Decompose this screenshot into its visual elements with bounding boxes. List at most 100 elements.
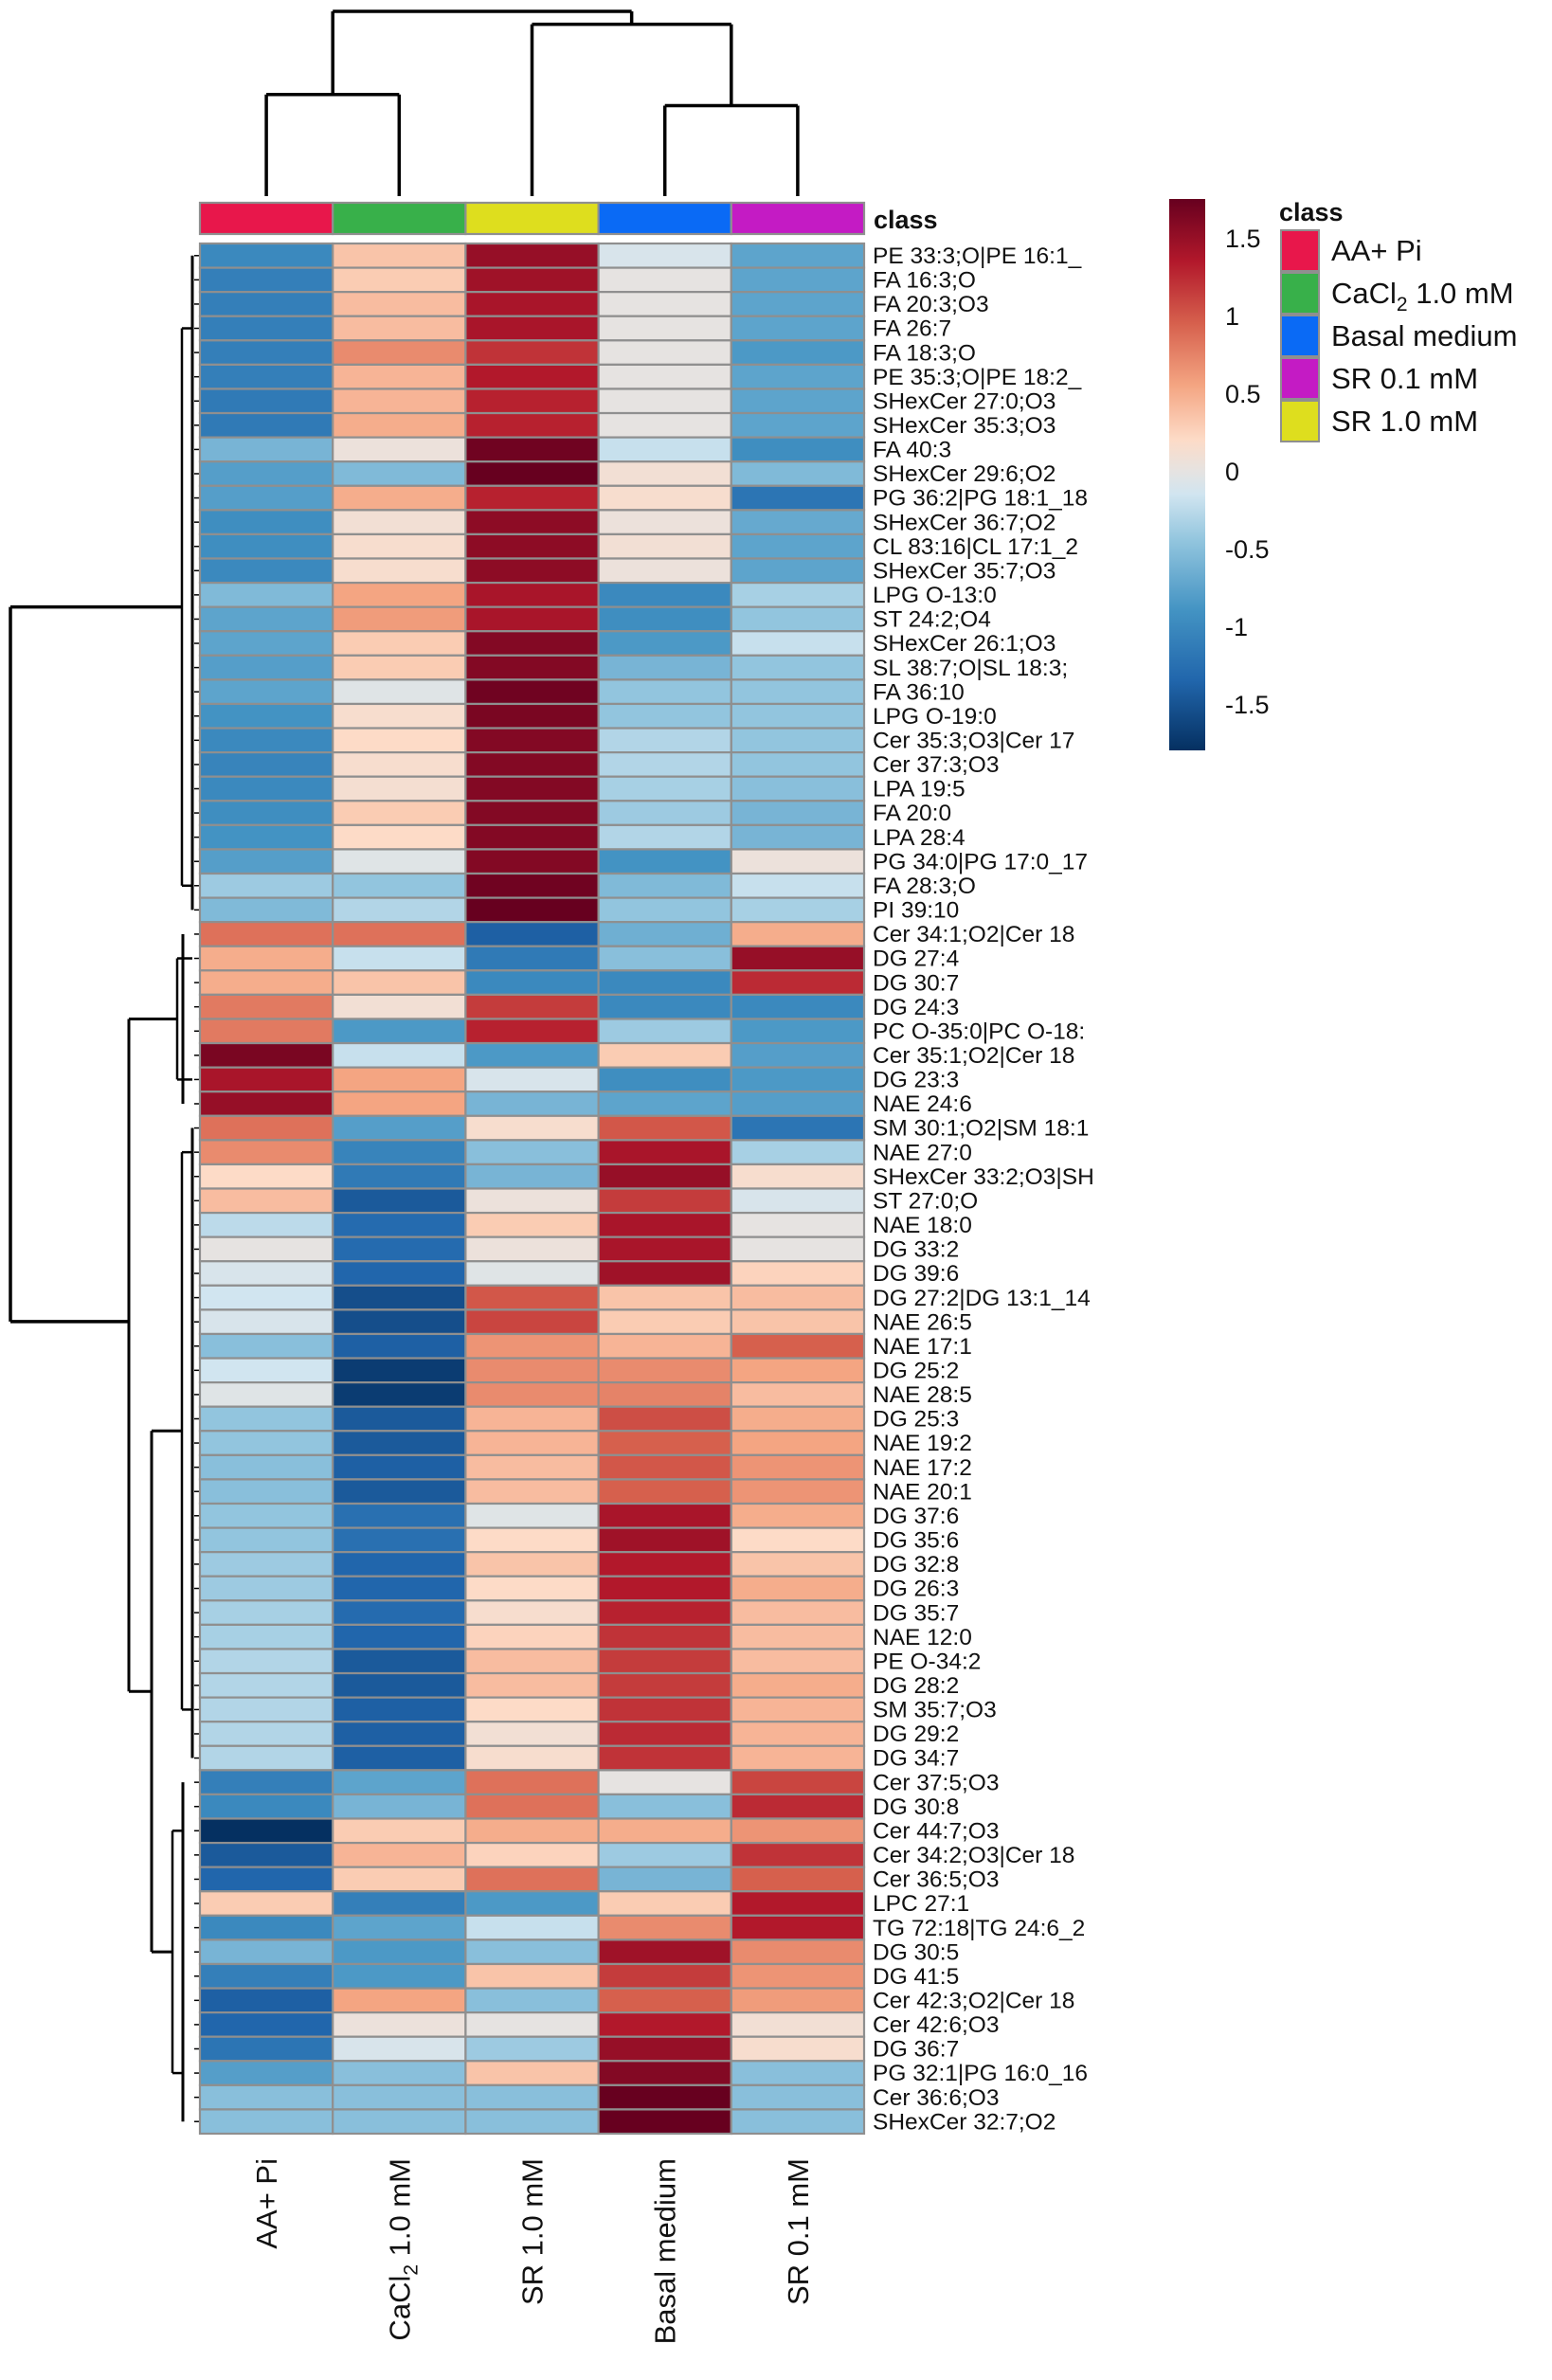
heatmap-cell [597,1405,732,1433]
heatmap-cell [198,581,334,608]
heatmap-cell [198,388,334,415]
colorbar-tick-label: 1 [1225,302,1239,331]
heatmap-cell [597,1575,732,1602]
heatmap-cell [597,1114,732,1142]
row-label: DG 41:5 [873,1964,959,1990]
heatmap-cell [332,484,467,512]
heatmap-cell [597,702,732,730]
heatmap-cell [464,1211,600,1238]
heatmap-cell [198,1308,334,1336]
color-scale-legend: 1.5 1 0.5 0 -0.5 -1 -1.5 [1169,199,1270,750]
heatmap-cell [464,1332,600,1360]
heatmap-cell [464,1526,600,1554]
heatmap-cell [332,2060,467,2086]
heatmap-cell [198,1817,334,1845]
heatmap-cell [332,1793,467,1820]
heatmap-cell [332,921,467,947]
row-label: NAE 20:1 [873,1479,972,1505]
row-label: FA 20:0 [873,801,951,826]
heatmap-cell [464,872,600,899]
heatmap-cell [198,1114,334,1142]
heatmap-cell [198,291,334,317]
heatmap-cell [332,872,467,899]
heatmap-cell [332,532,467,560]
heatmap-cell [730,411,866,439]
heatmap-cell [464,727,600,754]
heatmap-cell [198,460,334,487]
row-label: ST 27:0;O [873,1188,978,1214]
heatmap-cell [332,823,467,851]
heatmap-cell [464,800,600,826]
heatmap-cell [464,1453,600,1481]
heatmap-cell [730,1502,866,1529]
heatmap-cell [730,1357,866,1384]
heatmap-cell [464,1260,600,1287]
row-label: PE O-34:2 [873,1649,981,1674]
heatmap-cell [730,1769,866,1796]
heatmap-cell [730,775,866,802]
heatmap-cell [332,291,467,317]
heatmap-cell [597,2011,732,2038]
heatmap-cell [597,1987,732,2014]
heatmap-cell [464,630,600,657]
heatmap-cell [730,2060,866,2086]
heatmap-cell [464,339,600,366]
heatmap-cell [198,1430,334,1456]
heatmap-cell [597,678,732,706]
heatmap-cell [332,1430,467,1456]
row-label: LPC 27:1 [873,1891,969,1917]
heatmap-cell [198,1599,334,1626]
heatmap-cell [198,1260,334,1287]
heatmap-cell [597,945,732,972]
heatmap-cell [730,800,866,826]
heatmap-cell [597,921,732,947]
heatmap-cell [198,1914,334,1941]
heatmap-cell [597,969,732,996]
heatmap-cell [332,242,467,269]
heatmap-cell [332,460,467,487]
heatmap-cell [730,945,866,972]
row-label: FA 40:3 [873,438,951,463]
heatmap-cell [332,1841,467,1868]
legend-swatch [1280,357,1320,400]
heatmap-cell [597,1866,732,1893]
heatmap-cell [730,1623,866,1650]
heatmap-cell [198,315,334,342]
row-label: Cer 35:3;O3|Cer 17 [873,729,1074,754]
heatmap-cell [332,557,467,585]
heatmap-cell [597,1551,732,1578]
heatmap-cell [198,339,334,366]
heatmap-cell [597,1841,732,1868]
heatmap-cell [464,1405,600,1433]
heatmap-cell [198,945,334,972]
heatmap-cell [198,1841,334,1868]
heatmap-cell [332,411,467,439]
heatmap-cell [332,1114,467,1142]
heatmap-cells [198,242,866,2136]
row-label: Cer 42:6;O3 [873,2012,999,2038]
row-label: SM 30:1;O2|SM 18:1 [873,1116,1089,1142]
heatmap-cell [464,993,600,1020]
heatmap-cell [332,1914,467,1941]
heatmap-cell [198,557,334,585]
row-label: PI 39:10 [873,898,959,924]
heatmap-cell [730,678,866,706]
heatmap-cell [730,1308,866,1336]
heatmap-cell [464,1744,600,1772]
heatmap-cell [730,1284,866,1311]
heatmap-cell [198,1066,334,1093]
heatmap-cell [332,1648,467,1675]
heatmap-cell [730,266,866,294]
heatmap-cell [730,363,866,390]
row-label: DG 28:2 [873,1673,959,1699]
row-label: LPG O-19:0 [873,704,997,730]
heatmap-cell [332,1139,467,1166]
heatmap-cell [198,363,334,390]
legend-label: CaCl2 1.0 mM [1331,277,1514,316]
heatmap-cell [730,1987,866,2014]
heatmap-cell [597,242,732,269]
row-labels: PE 33:3;O|PE 16:1_FA 16:3;OFA 20:3;O3FA … [873,243,1094,2135]
row-label: NAE 19:2 [873,1431,972,1456]
heatmap-cell [597,1139,732,1166]
row-label: SM 35:7;O3 [873,1698,997,1723]
